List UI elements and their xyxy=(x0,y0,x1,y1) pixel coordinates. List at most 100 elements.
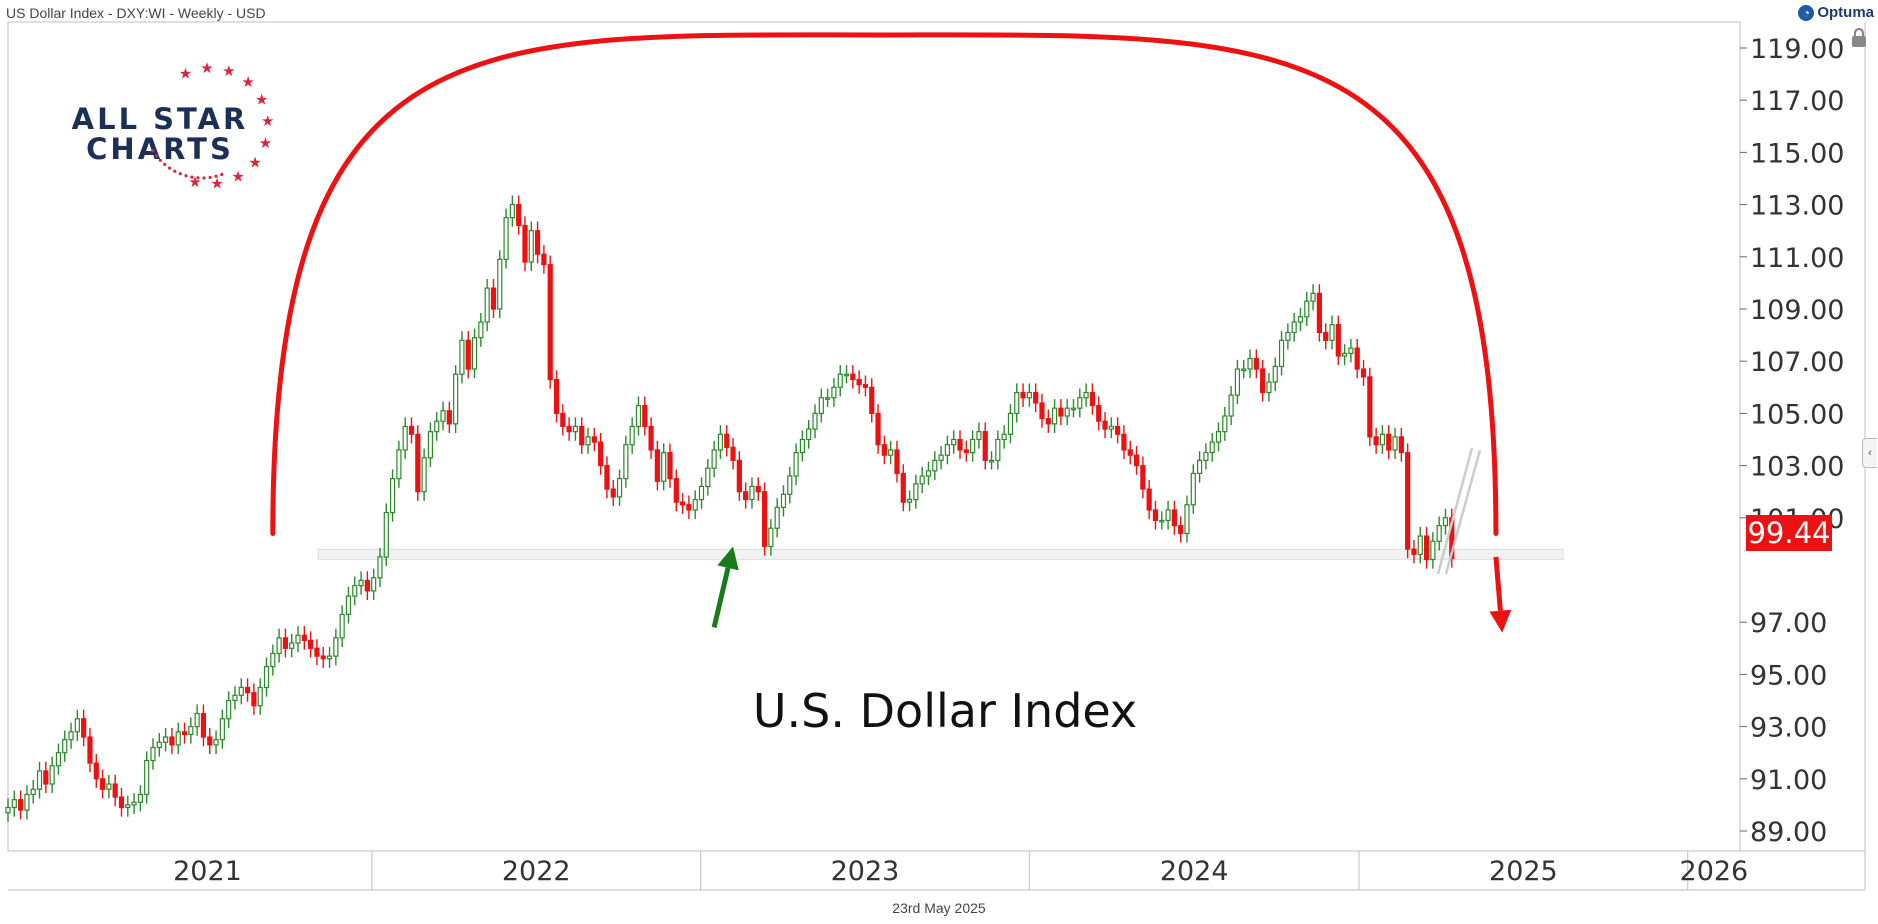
candle xyxy=(30,780,36,804)
candle-body xyxy=(62,739,68,754)
candle-body xyxy=(74,718,80,733)
y-tick-label: 115.00 xyxy=(1750,138,1844,169)
candle-body xyxy=(238,686,244,696)
candle xyxy=(81,709,87,747)
candle-body xyxy=(1077,397,1083,409)
candle-body xyxy=(1140,465,1146,490)
candle-body xyxy=(944,444,951,456)
candle xyxy=(598,432,604,475)
candle xyxy=(1165,500,1171,530)
candle xyxy=(137,785,143,812)
candle xyxy=(226,691,232,728)
logo-star-icon: ★ xyxy=(259,135,272,152)
candle xyxy=(377,547,383,587)
candle-body xyxy=(1152,509,1159,522)
candle-body xyxy=(667,451,673,480)
dome-arc xyxy=(270,32,1499,536)
candle xyxy=(534,221,541,264)
logo-dot-icon xyxy=(178,172,182,176)
candle-body xyxy=(200,712,207,738)
candle xyxy=(995,430,1001,470)
candle xyxy=(944,435,951,465)
candle xyxy=(881,435,887,465)
candle-body xyxy=(736,459,742,493)
candle-body xyxy=(232,694,238,702)
candle-body xyxy=(1411,548,1417,555)
candle xyxy=(36,761,43,799)
candle xyxy=(541,245,547,274)
candle-body xyxy=(717,433,724,451)
candle xyxy=(654,440,660,491)
candle-body xyxy=(1165,509,1171,522)
lock-icon[interactable] xyxy=(1850,28,1868,48)
candle-body xyxy=(169,736,175,746)
candle-body xyxy=(1096,404,1102,422)
candle xyxy=(1354,339,1360,379)
candle-body xyxy=(1304,300,1310,318)
candle-body xyxy=(1373,436,1379,446)
x-tick-label: 2022 xyxy=(502,856,571,887)
candle-body xyxy=(263,665,270,689)
candle-body xyxy=(371,577,377,592)
support-band-rect xyxy=(317,548,1564,560)
collapse-panel-tab[interactable]: ‹ xyxy=(1862,438,1877,468)
candle-body xyxy=(598,441,604,467)
candle xyxy=(415,425,421,501)
x-tick-label: 2025 xyxy=(1489,856,1558,887)
candles xyxy=(5,195,1455,822)
candle-body xyxy=(862,384,869,388)
up-arrow-shaft xyxy=(711,567,731,628)
candle xyxy=(301,626,307,650)
candle xyxy=(648,417,654,460)
logo-star-icon: ★ xyxy=(179,65,192,82)
candle-body xyxy=(1398,436,1404,454)
candle xyxy=(1247,349,1253,379)
candle-body xyxy=(490,287,497,310)
candle-body xyxy=(144,759,150,796)
candle xyxy=(282,628,289,658)
candle xyxy=(257,678,263,715)
logo-dot-icon xyxy=(190,175,194,179)
candle xyxy=(55,743,62,775)
candle-body xyxy=(478,321,484,339)
candle-body xyxy=(566,425,572,433)
candle xyxy=(396,440,402,488)
candle xyxy=(1379,425,1386,454)
candle-body xyxy=(175,731,181,746)
logo-dot-icon xyxy=(173,169,177,173)
candle xyxy=(1014,383,1020,423)
logo-star-icon: ★ xyxy=(222,63,235,80)
candle-body xyxy=(1335,324,1341,357)
candle-body xyxy=(1178,525,1184,535)
optuma-brand-label: Optuma xyxy=(1817,4,1874,21)
candle xyxy=(1127,440,1133,465)
candle xyxy=(509,195,515,227)
y-tick-label: 97.00 xyxy=(1750,608,1827,639)
candle xyxy=(906,490,913,512)
x-axis: 2021 2022 2023 2024 2025 2026 xyxy=(173,851,1748,890)
candle-body xyxy=(188,725,194,736)
candle xyxy=(900,464,906,512)
last-price-badge-bg xyxy=(1746,515,1832,551)
logo-dot-icon xyxy=(184,174,188,178)
y-tick-label: 107.00 xyxy=(1750,347,1844,378)
candle-body xyxy=(724,433,730,448)
candle-body xyxy=(818,397,824,414)
candle xyxy=(894,440,900,483)
candle-body xyxy=(194,712,200,728)
candle-body xyxy=(377,556,383,579)
candle-body xyxy=(774,506,780,529)
y-tick-label: 93.00 xyxy=(1750,713,1827,744)
annotations xyxy=(270,32,1512,633)
candle xyxy=(364,571,370,601)
candle xyxy=(276,628,282,663)
candle-body xyxy=(1291,321,1297,334)
logo-star-icon: ★ xyxy=(231,169,244,186)
candle-body xyxy=(434,420,440,433)
candle-body xyxy=(270,652,276,668)
candle-body xyxy=(976,431,982,441)
candle xyxy=(1033,383,1039,413)
candle-body xyxy=(1184,504,1190,535)
candle xyxy=(87,727,93,773)
candle-body xyxy=(503,217,509,261)
